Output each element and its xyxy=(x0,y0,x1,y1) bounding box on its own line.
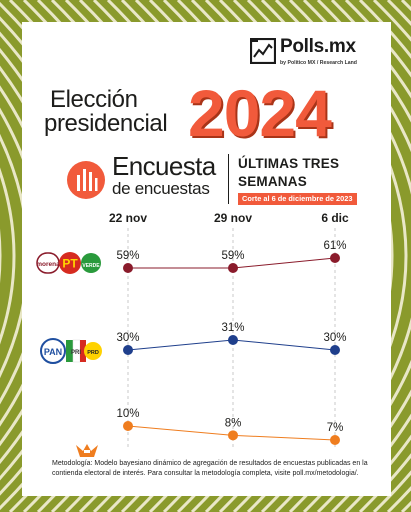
subtitle-line-2: SEMANAS xyxy=(238,174,307,189)
x-tick-label: 6 dic xyxy=(321,211,349,225)
poll-line-chart: 22 nov 29 nov 6 dic 59% 59% 61% 30% 31% 30% 10% 8%… xyxy=(109,211,349,450)
subtitle-line-1: ÚLTIMAS TRES xyxy=(238,156,340,171)
party-logo-morena-pt-verde: morena PT VERDE xyxy=(36,252,101,274)
chart-frame-icon xyxy=(250,38,276,64)
pan-logo-text: PAN xyxy=(44,347,62,357)
x-tick-label: 22 nov xyxy=(109,211,147,225)
survey-name-line-2: de encuestas xyxy=(112,179,210,198)
data-label: 30% xyxy=(116,332,139,344)
data-label: 30% xyxy=(323,332,346,344)
verde-logo-text: VERDE xyxy=(82,263,100,269)
morena-logo-text: morena xyxy=(36,261,60,268)
data-label: 10% xyxy=(116,408,139,420)
polls-mx-logo[interactable]: Polls.mx by Politico MX / Research Land xyxy=(246,36,386,76)
data-point xyxy=(330,345,340,355)
data-point xyxy=(330,253,340,263)
infographic-card: Polls.mx by Politico MX / Research Land … xyxy=(22,22,391,496)
data-point xyxy=(228,335,238,345)
data-point xyxy=(330,435,340,445)
pt-logo-text: PT xyxy=(62,257,78,271)
title-line-1: Elección xyxy=(50,86,138,113)
pri-logo-text: PRI xyxy=(71,350,81,356)
brand-tagline: by Politico MX / Research Land xyxy=(280,60,357,66)
data-label: 7% xyxy=(327,422,344,434)
data-point xyxy=(123,345,133,355)
data-label: 59% xyxy=(116,250,139,262)
methodology-footnote: Metodología: Modelo bayesiano dinámico d… xyxy=(52,460,368,477)
party-logo-pan-pri-prd: PAN PRI PRD xyxy=(40,338,102,364)
cutoff-badge: Corte al 6 de diciembre de 2023 xyxy=(238,193,357,205)
data-label: 59% xyxy=(221,250,244,262)
party-logo-mc xyxy=(76,444,98,457)
title-line-2: presidencial xyxy=(44,110,168,137)
data-label: 8% xyxy=(225,417,242,429)
brand-name: Polls.mx xyxy=(280,36,356,57)
title-year: 2024 xyxy=(188,76,332,150)
data-label: 31% xyxy=(221,322,244,334)
prd-logo-text: PRD xyxy=(87,350,99,356)
data-point xyxy=(228,263,238,273)
data-label: 61% xyxy=(323,240,346,252)
data-point xyxy=(228,430,238,441)
survey-name-line-1: Encuesta xyxy=(112,151,216,181)
header-divider xyxy=(228,154,229,204)
survey-bars-icon xyxy=(67,161,105,199)
data-point xyxy=(123,421,133,431)
x-tick-label: 29 nov xyxy=(214,211,252,225)
data-point xyxy=(123,263,133,273)
